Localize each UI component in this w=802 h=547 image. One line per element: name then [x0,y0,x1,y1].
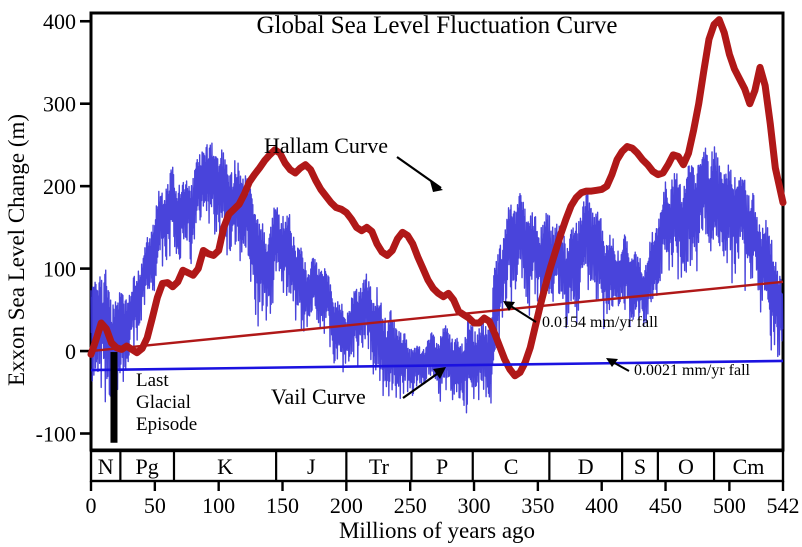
vail-trend-line [90,359,784,372]
period-label-o: O [678,454,694,479]
vail-curve-arrow [402,367,446,399]
period-label-p: P [436,454,448,479]
x-tick-label: 50 [144,493,166,518]
y-axis-tick-labels: -100 0 100 200 300 400 [36,9,76,446]
x-tick-label: 100 [202,493,235,518]
x-tick-label: 250 [394,493,427,518]
period-label-tr: Tr [369,454,390,479]
x-tick-label: 400 [585,493,618,518]
y-tick-label: 400 [43,9,76,34]
y-tick-label: 100 [43,257,76,282]
hallam-fall-rate-label: 0.0154 mm/yr fall [542,314,659,331]
hallam-curve-line [87,16,787,380]
y-tick-label: 200 [43,174,76,199]
x-tick-label: 500 [713,493,746,518]
period-label-cm: Cm [733,454,765,479]
hallam-trend-line [90,280,784,353]
x-tick-label: 0 [86,493,97,518]
x-axis-tick-labels: 0 50 100 150 200 250 300 350 400 450 500 542 [86,493,800,518]
x-tick-label: 150 [266,493,299,518]
period-label-j: J [307,454,316,479]
hallam-curve-label: Hallam Curve [264,133,388,158]
x-tick-label: 542 [767,493,800,518]
geologic-period-bar: N Pg K J Tr P C D S O Cm [89,449,785,483]
vail-fall-rate-label: 0.0021 mm/yr fall [634,362,751,379]
period-bar-outline [89,449,785,483]
x-tick-label: 200 [330,493,363,518]
y-tick-label: -100 [36,422,76,447]
x-tick-label: 300 [458,493,491,518]
vail-curve-series [90,142,784,414]
page-title: Global Sea Level Fluctuation Curve [256,12,617,39]
last-glacial-episode-line-2: Glacial [136,392,191,413]
period-label-n: N [98,454,114,479]
period-label-k: K [217,454,233,479]
period-label-c: C [504,454,519,479]
x-tick-label: 450 [649,493,682,518]
vail-fall-rate-arrow [606,358,630,372]
hallam-fall-rate-arrow [503,301,537,323]
x-tick-label: 350 [521,493,554,518]
x-axis-ticks [89,481,785,491]
period-label-s: S [634,454,646,479]
y-tick-label: 0 [65,339,76,364]
vail-curve-label: Vail Curve [271,384,366,409]
x-axis-title: Millions of years ago [339,518,535,543]
vail-curve-line [90,142,784,414]
last-glacial-episode-line-3: Episode [136,414,197,435]
period-label-d: D [578,454,594,479]
last-glacial-episode-line-1: Last [136,370,169,391]
hallam-curve-arrow [396,156,443,192]
period-label-pg: Pg [136,454,159,479]
last-glacial-episode-bar [110,352,118,443]
y-tick-label: 300 [43,92,76,117]
y-axis-title: Exxon Sea Level Change (m) [4,114,29,386]
